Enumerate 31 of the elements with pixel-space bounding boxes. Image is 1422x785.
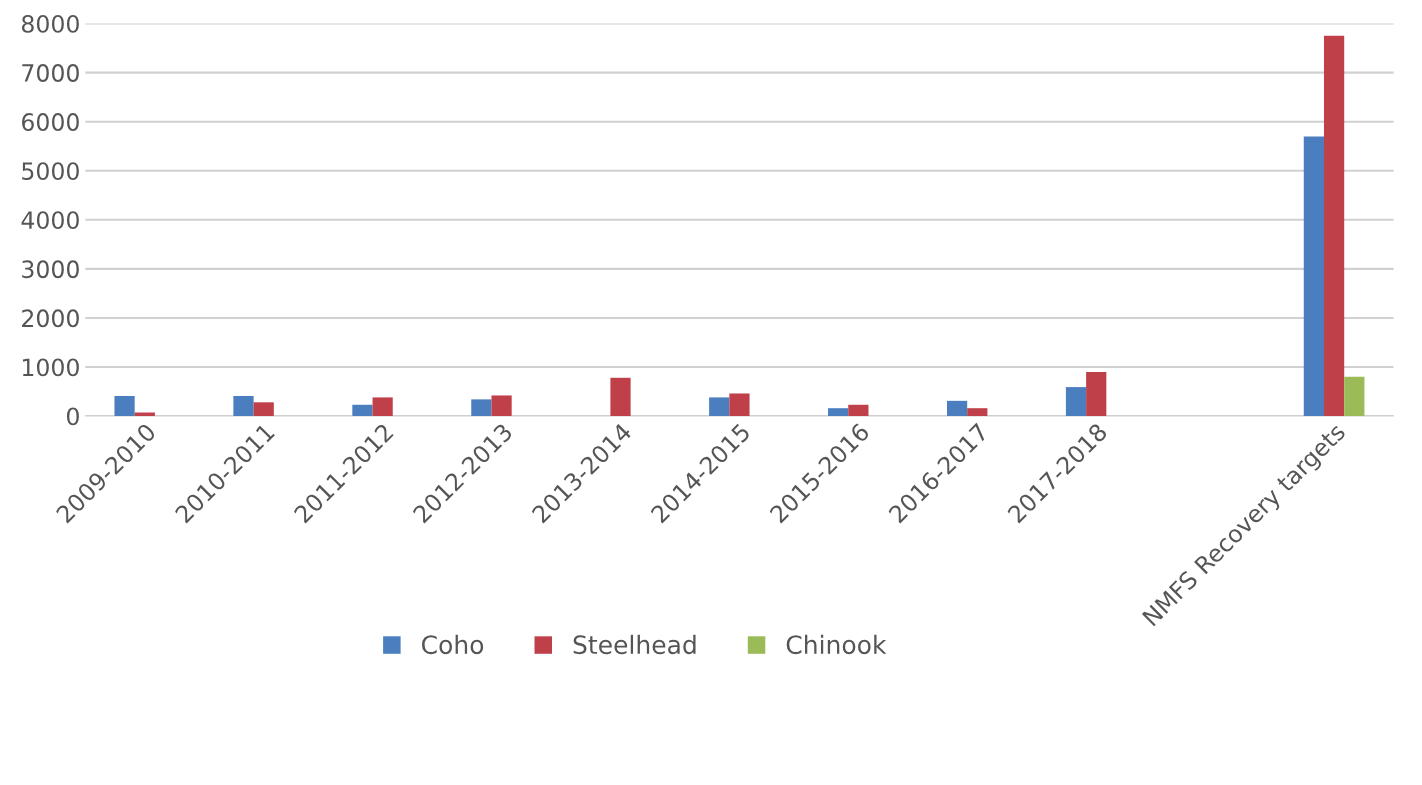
bar [352,404,373,417]
y-tick-label: 1000 [22,358,79,377]
bar [610,377,631,417]
y-tick-label: 3000 [22,260,79,279]
bar [372,397,393,417]
bar [729,393,750,417]
bar [848,404,869,417]
y-tick-label: 4000 [21,211,79,230]
bar [1065,387,1087,417]
bar [114,395,135,417]
bar [1086,371,1107,417]
y-tick-label: 8000 [21,15,79,33]
bar [946,400,968,417]
bar [233,395,254,417]
bar [1303,136,1324,417]
legend-label: Steelhead [573,634,696,655]
y-tick-label: 7000 [22,64,79,82]
bar [253,402,274,417]
bar [491,395,512,417]
legend-label: Coho [422,634,484,655]
bar [1323,35,1345,417]
legend-label: Chinook [786,634,887,655]
bar [828,408,849,417]
y-tick-label: 0 [66,407,79,426]
y-tick-label: 6000 [22,113,79,131]
bar [967,408,988,417]
bar [471,399,492,417]
bar [1344,376,1365,417]
y-tick-label: 2000 [22,309,79,328]
y-tick-label: 5000 [22,162,79,181]
bar [709,397,730,417]
